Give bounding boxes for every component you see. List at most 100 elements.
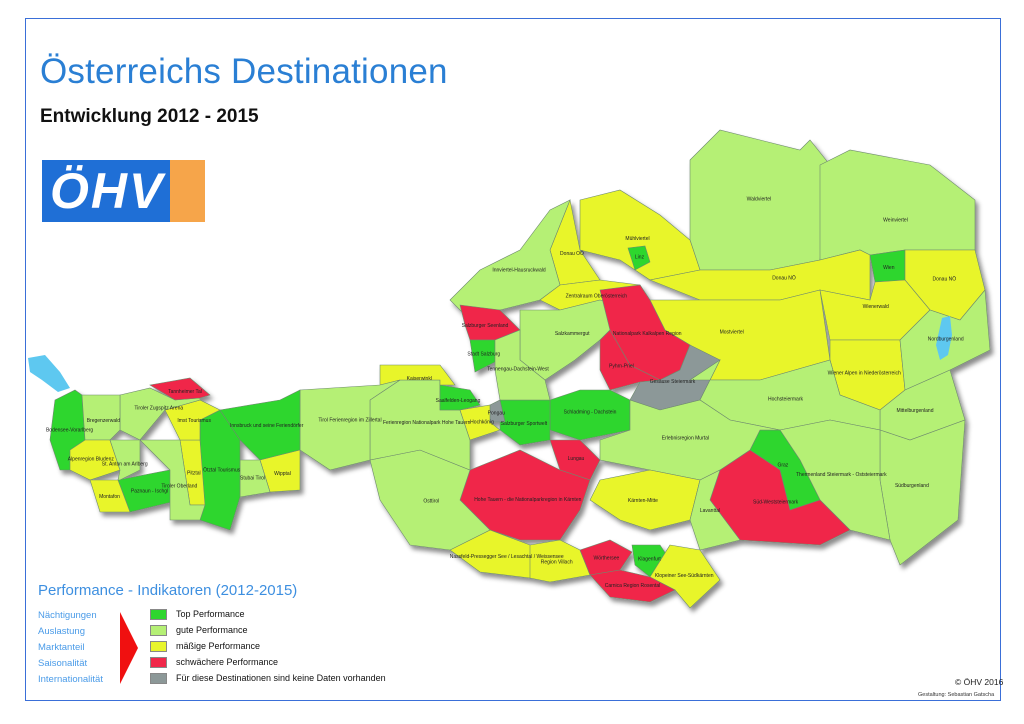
region-label: Nationalpark Kalkalpen Region (613, 331, 682, 337)
region-gute (81, 394, 121, 441)
oehv-logo: ÖHV (42, 160, 205, 222)
region-label: Pitztal (187, 471, 201, 477)
region-label: Wipptal (274, 471, 291, 477)
region-label: Wörthersee (593, 555, 619, 561)
region-label: Hohe Tauern - die Nationalparkregion in … (474, 497, 581, 503)
region-label: Osttirol (423, 499, 439, 505)
region-label: Bodensee-Vorarlberg (46, 427, 93, 433)
page-title: Österreichs Destinationen (40, 52, 448, 91)
region-label: Pyhrn-Priel (609, 363, 634, 369)
region-label: St. Anton am Arlberg (102, 461, 148, 467)
region-label: Wiener Alpen in Niederösterreich (828, 371, 901, 377)
region-label: Imst Tourismus (177, 418, 211, 424)
region-label: Salzburger Seenland (462, 323, 509, 329)
lake-bodensee (28, 355, 70, 392)
region-label: Wienerwald (863, 304, 889, 310)
region-label: Pongau (488, 410, 505, 416)
indicator-label: Internationalität (38, 674, 103, 685)
region-label: Klopeiner See-Südkärnten (655, 573, 714, 579)
region-gute (109, 439, 141, 481)
region-top (439, 384, 481, 411)
region-gute (689, 469, 741, 551)
region-schwach (549, 439, 601, 481)
region-label: Innsbruck und seine Feriendörfer (230, 423, 304, 429)
region-label: Nassfeld-Pressegger See / Lesachtal / We… (450, 554, 564, 560)
region-label: Lungau (568, 456, 585, 462)
region-label: Süd-Weststeiermark (753, 500, 799, 506)
region-label: Graz (777, 462, 788, 468)
logo-orange-block (170, 160, 205, 222)
region-label: Hochsteiermark (768, 397, 804, 403)
legend-swatch-keine (150, 673, 167, 684)
region-label: Südburgenland (895, 483, 929, 489)
region-label: Waldviertel (747, 196, 772, 202)
region-label: Kaiserwinkl (407, 376, 432, 382)
legend-label: Für diese Destinationen sind keine Daten… (176, 673, 386, 683)
region-label: Mühlviertel (625, 236, 649, 242)
region-maessig (459, 404, 501, 441)
indicator-label: Marktanteil (38, 642, 85, 653)
region-layer (49, 129, 991, 609)
region-label: Mostviertel (720, 330, 744, 336)
legend-label: mäßige Performance (176, 641, 261, 651)
indicator-label: Nächtigungen (38, 610, 97, 621)
region-label: Gesäuse Steiermark (650, 379, 696, 385)
region-label: Tennengau-Dachstein-West (487, 367, 549, 373)
region-label: Thermenland Steiermark - Oststeiermark (796, 472, 887, 478)
region-label: Bregenzerwald (87, 418, 121, 424)
legend-swatch-gute (150, 625, 167, 636)
page-frame (25, 18, 1001, 701)
region-label: Kärnten-Mitte (628, 498, 658, 504)
legend-swatch-schwach (150, 657, 167, 668)
region-gute (119, 387, 201, 441)
region-gute (139, 439, 206, 521)
region-label: Innviertel-Hausruckwald (492, 268, 546, 274)
region-label: Donau NÖ (932, 276, 956, 283)
region-label: Hochkönig (470, 419, 494, 425)
region-labels: Waldviertel Weinviertel Mühlviertel Donau O… (46, 196, 964, 589)
region-label: Nordburgenland (928, 337, 964, 343)
region-label: Montafon (99, 494, 120, 500)
indicator-label: Auslastung (38, 626, 86, 637)
region-label: Lavanttal (700, 508, 720, 514)
legend-swatch-maessig (150, 641, 167, 652)
region-maessig (89, 479, 131, 513)
region-label: Stubai Tirol (240, 475, 265, 481)
region-schwach (589, 569, 676, 603)
copyright: © ÖHV 2016 (955, 677, 1004, 687)
legend-label: schwächere Performance (176, 657, 279, 667)
region-label: Weinviertel (883, 218, 908, 224)
logo-blue-block (42, 160, 170, 222)
region-label: Schladming - Dachstein (564, 409, 617, 415)
region-label: Tiroler Oberland (161, 484, 197, 490)
region-label: Saalfelden-Leogang (436, 398, 481, 404)
region-label: Stadt Salzburg (467, 352, 500, 358)
region-gute (879, 419, 966, 566)
lake-neusiedlersee (936, 316, 952, 360)
region-label: Donau NÖ (772, 275, 796, 282)
region-label: Ötztal Tourismus (203, 467, 241, 474)
region-gute (299, 379, 401, 471)
legend-label: gute Performance (176, 625, 248, 635)
region-label: Paznaun - Ischgl (131, 489, 168, 495)
region-label: Tirol Ferienregion im Zillertal (318, 417, 381, 423)
region-label: Erlebnisregion Murtal (662, 436, 709, 442)
region-label: Salzburger Sportwelt (501, 421, 548, 427)
region-label: Ferienregion Nationalpark Hohe Tauern (383, 420, 471, 426)
page-subtitle: Entwicklung 2012 - 2015 (40, 106, 259, 127)
region-label: Zentralraum Oberösterreich (566, 294, 628, 300)
legend-swatch-top (150, 609, 167, 620)
region-gute (819, 149, 976, 261)
region-label: Region Villach (541, 560, 573, 566)
region-label: Tannheimer Tal (168, 389, 202, 395)
arrow-triangle-icon (120, 612, 138, 684)
logo-text: ÖHV (50, 163, 165, 219)
design-credit: Gestaltung: Sebastian Gatscha (918, 692, 995, 698)
region-maessig (589, 469, 701, 531)
region-schwach (599, 329, 662, 391)
region-label: Carnica Region Rosental (605, 583, 661, 589)
region-label: Alpenregion Bludenz (68, 456, 115, 462)
indicator-label: Saisonalität (38, 658, 88, 669)
region-label: Mittelburgenland (897, 408, 934, 414)
